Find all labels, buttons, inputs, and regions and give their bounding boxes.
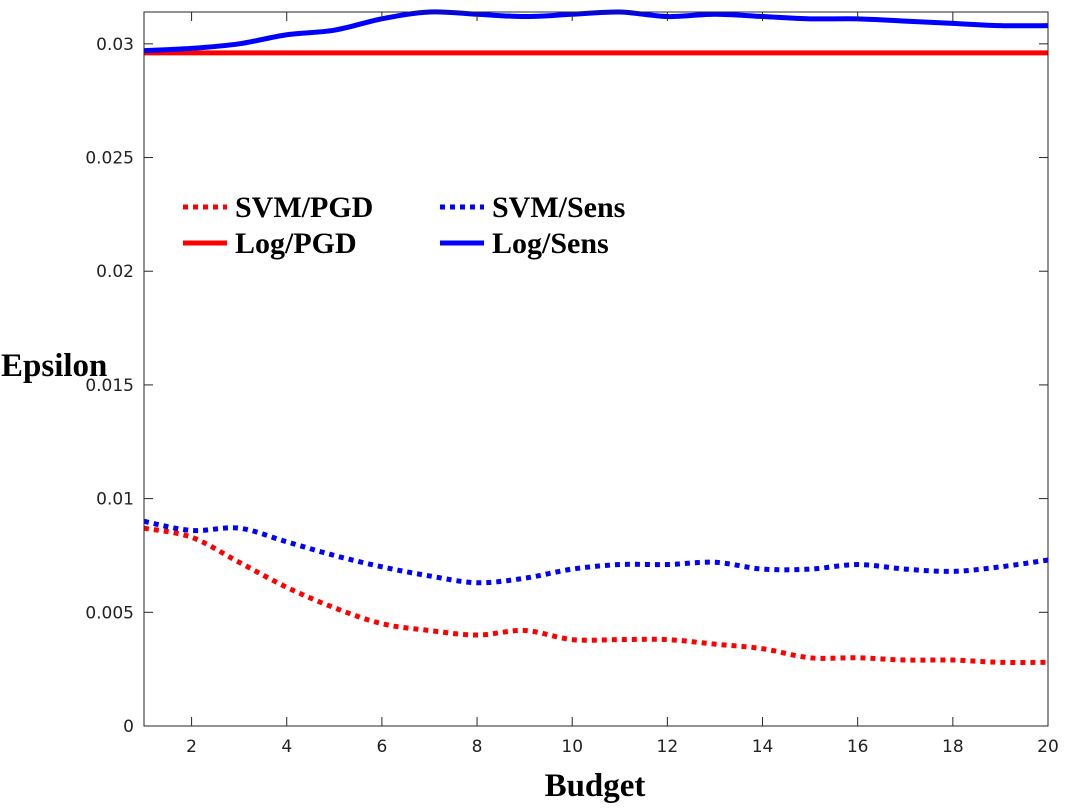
y-tick-label: 0.01 bbox=[96, 490, 134, 510]
x-tick-label: 16 bbox=[847, 737, 869, 757]
x-tick-label: 12 bbox=[657, 737, 679, 757]
x-tick-label: 8 bbox=[472, 737, 483, 757]
x-tick-label: 6 bbox=[376, 737, 387, 757]
series-layer bbox=[143, 9, 1049, 665]
y-axis-title: Epsilon bbox=[1, 348, 107, 384]
y-tick-label: 0.02 bbox=[96, 262, 134, 282]
legend-label-log-sens: Log/Sens bbox=[492, 227, 609, 260]
legend-label-svm-pgd: SVM/PGD bbox=[235, 191, 373, 224]
x-axis-title: Budget bbox=[545, 768, 646, 804]
x-tick-label: 14 bbox=[752, 737, 774, 757]
series-line-svm-pgd bbox=[143, 525, 1049, 665]
series-line-svm-sens bbox=[143, 518, 1049, 586]
x-tick-label: 10 bbox=[561, 737, 583, 757]
legend-label-log-pgd: Log/PGD bbox=[235, 227, 357, 260]
x-tick-label: 18 bbox=[942, 737, 964, 757]
x-tick-label: 4 bbox=[281, 737, 292, 757]
plot-frame bbox=[143, 11, 1049, 727]
series-line-log-sens bbox=[143, 9, 1049, 54]
y-tick-label: 0.03 bbox=[96, 35, 134, 55]
y-tick-label: 0.015 bbox=[85, 376, 134, 396]
y-tick-label: 0 bbox=[123, 717, 134, 737]
y-tick-label: 0.025 bbox=[85, 149, 134, 169]
ticks-layer: 2 4 6 8 10 12 14 16 18 20 0 0.005 0.01 0.015 0.02 0.025… bbox=[85, 12, 1059, 757]
x-tick-label: 2 bbox=[186, 737, 197, 757]
y-tick-label: 0.005 bbox=[85, 603, 134, 623]
x-tick-label: 20 bbox=[1037, 737, 1059, 757]
legend-label-svm-sens: SVM/Sens bbox=[492, 191, 625, 224]
legend: SVM/PGD SVM/Sens Log/PGD Log/Sens bbox=[183, 191, 625, 260]
